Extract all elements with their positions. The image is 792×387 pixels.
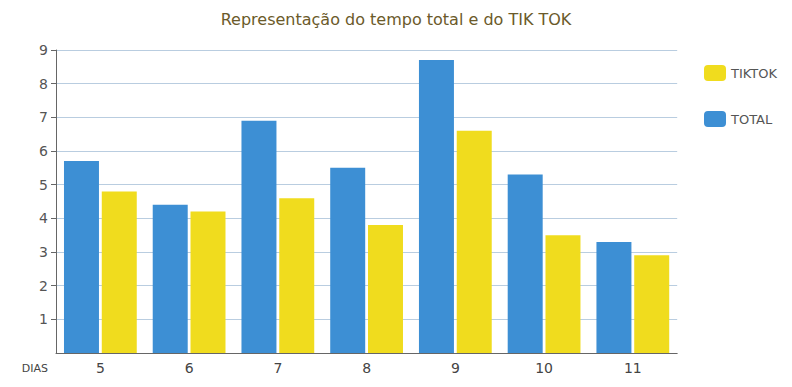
svg-text:2: 2 bbox=[39, 278, 48, 294]
svg-text:7: 7 bbox=[273, 360, 282, 376]
svg-text:9: 9 bbox=[39, 42, 48, 58]
svg-text:Representação do tempo total e: Representação do tempo total e do TIK TO… bbox=[221, 10, 572, 29]
svg-text:1: 1 bbox=[39, 311, 48, 327]
svg-text:5: 5 bbox=[96, 360, 105, 376]
svg-text:9: 9 bbox=[451, 360, 460, 376]
svg-text:4: 4 bbox=[39, 210, 48, 226]
svg-text:5: 5 bbox=[39, 177, 48, 193]
svg-text:10: 10 bbox=[535, 360, 553, 376]
svg-text:TIKTOK: TIKTOK bbox=[730, 66, 777, 81]
svg-text:6: 6 bbox=[39, 143, 48, 159]
svg-text:3: 3 bbox=[39, 244, 48, 260]
svg-text:8: 8 bbox=[39, 76, 48, 92]
svg-text:7: 7 bbox=[39, 109, 48, 125]
svg-text:DIAS: DIAS bbox=[22, 362, 48, 375]
svg-text:11: 11 bbox=[624, 360, 642, 376]
svg-text:8: 8 bbox=[362, 360, 371, 376]
svg-text:TOTAL: TOTAL bbox=[730, 112, 773, 127]
svg-text:6: 6 bbox=[185, 360, 194, 376]
